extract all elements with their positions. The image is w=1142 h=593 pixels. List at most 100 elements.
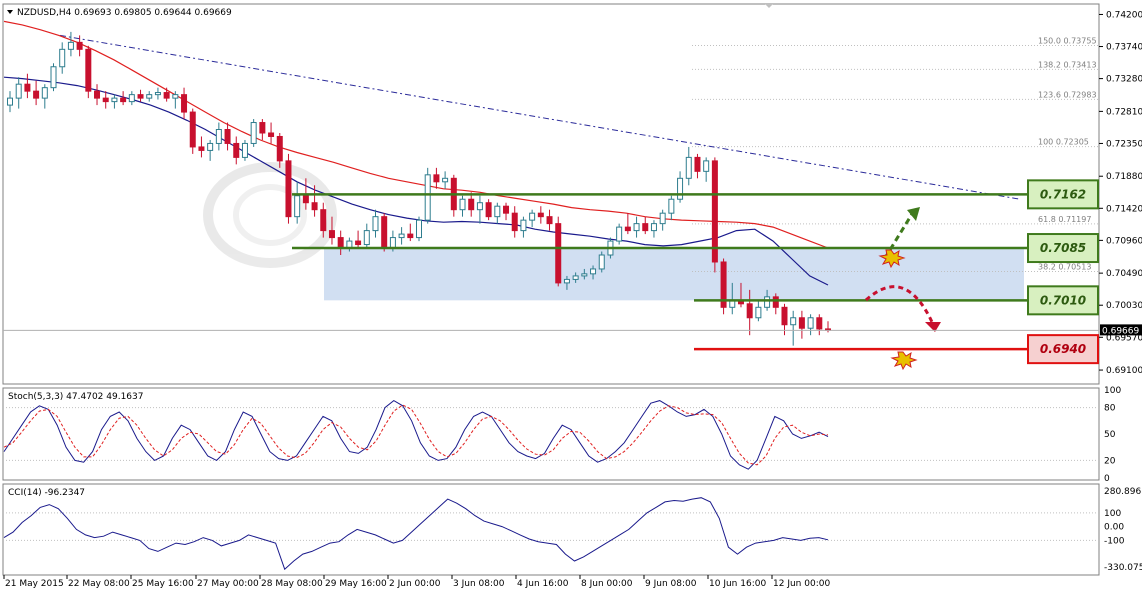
price-tick-label: 0.70030 [1106, 301, 1142, 311]
candle-body [181, 94, 188, 113]
fib-level-label: 150.0 0.73755 [1038, 36, 1097, 45]
candle-body [764, 296, 771, 308]
candle-body [703, 160, 710, 172]
candle-body [781, 306, 788, 326]
candle-body [128, 94, 135, 103]
key-level-label: 0.6940 [1040, 342, 1086, 356]
time-tick-label: 10 Jun 16:00 [709, 579, 766, 589]
candle-body [41, 87, 48, 99]
time-tick-label: 21 May 2015 [5, 579, 64, 589]
candle-body [294, 195, 301, 218]
candle-body [111, 97, 118, 103]
candle-body [363, 230, 370, 246]
ma-fast-line [3, 76, 829, 286]
price-tick-label: 0.71880 [1106, 172, 1142, 182]
candle-body [15, 83, 22, 99]
candle-body [172, 94, 179, 99]
candle-body [468, 198, 475, 211]
bullish-scenario-arrow [883, 213, 914, 259]
stoch-tick-label: 20 [1104, 456, 1116, 466]
cci-tick-label: 100 [1104, 509, 1121, 519]
candle-body [285, 160, 292, 218]
candle-body [590, 268, 597, 275]
candle-body [276, 135, 283, 162]
time-tick-label: 4 Jun 16:00 [517, 579, 569, 589]
candle-body [102, 97, 109, 103]
candle-body [563, 278, 570, 284]
candle-body [250, 122, 257, 144]
key-level-label: 0.7085 [1040, 241, 1086, 255]
key-level-box [1027, 179, 1099, 210]
symbol-info: NZDUSD,H4 0.69693 0.69805 0.69644 0.6966… [17, 8, 232, 18]
key-levels: 0.7162 0.7085 0.7010 0.6940 [292, 179, 1099, 365]
price-tick-label: 0.69100 [1106, 366, 1142, 376]
stoch-signal-line [3, 404, 829, 466]
cci-pane[interactable] [2, 483, 1100, 576]
candle-body [668, 198, 675, 214]
stoch-grid: 100 80 50 20 0 [3, 386, 1121, 484]
candle-body [224, 129, 231, 144]
key-level-box [1027, 334, 1099, 365]
stoch-pane[interactable] [2, 387, 1100, 481]
fib-level-label: 61.8 0.71197 [1038, 215, 1091, 224]
candle-body [720, 261, 727, 308]
price-tick-label: 0.69570 [1106, 333, 1142, 343]
candle-body [207, 142, 214, 151]
price-tick-label: 0.72810 [1106, 107, 1142, 117]
candle-body [24, 83, 31, 92]
candle-body [94, 90, 101, 99]
support-zone [324, 248, 1024, 301]
key-level-box [1027, 233, 1099, 264]
candle-body [189, 111, 196, 148]
candle-body [137, 94, 144, 99]
cci-tick-label: -100 [1104, 536, 1125, 546]
price-tick-label: 0.70490 [1106, 269, 1142, 279]
candle-body [529, 212, 536, 221]
candle-body [120, 97, 127, 103]
key-level-box [1027, 285, 1099, 316]
candle-body [572, 275, 579, 280]
stoch-tick-label: 80 [1104, 404, 1116, 414]
price-tick-label: 0.73740 [1106, 43, 1142, 53]
candle-body [581, 273, 588, 277]
candle-body [546, 216, 553, 225]
cci-tick-label: 0.00 [1104, 523, 1124, 533]
time-tick-label: 29 May 16:00 [325, 579, 387, 589]
candle-body [146, 94, 153, 99]
candle-body [85, 48, 92, 92]
cci-label: CCI(14) -96.2347 [8, 488, 85, 498]
candle-body [259, 122, 266, 134]
candle-body [311, 202, 318, 211]
candle-body [746, 303, 753, 319]
candle-body [598, 254, 605, 270]
stoch-tick-label: 0 [1104, 474, 1110, 484]
candle-body [642, 223, 649, 232]
candle-body [511, 212, 518, 232]
bearish-arrowhead [925, 322, 941, 332]
candle-body [154, 92, 161, 96]
time-tick-label: 3 Jun 08:00 [453, 579, 505, 589]
time-tick-label: 2 Jun 00:00 [389, 579, 441, 589]
candle-body [816, 317, 823, 330]
key-level-label: 0.7162 [1040, 187, 1086, 201]
candle-body [659, 212, 666, 225]
candle-body [198, 146, 205, 151]
burst-icon [878, 249, 906, 269]
candle-body [485, 202, 492, 218]
stoch-tick-label: 50 [1104, 430, 1116, 440]
cci-tick-label: -330.0754 [1104, 563, 1142, 573]
candle-body [407, 233, 414, 239]
candle-body [677, 177, 684, 200]
candle-body [302, 195, 309, 204]
price-tick-label: 0.71420 [1106, 204, 1142, 214]
time-axis: 21 May 2015 22 May 08:00 25 May 16:00 27 Ma… [3, 575, 830, 589]
candle-body [163, 92, 170, 99]
dropdown-arrow-icon[interactable] [7, 10, 13, 14]
stoch-tick-label: 100 [1104, 386, 1121, 396]
candle-body [624, 226, 631, 232]
candle-body [233, 142, 240, 158]
collapse-arrow-icon[interactable] [765, 4, 773, 8]
candle-body [355, 240, 362, 246]
